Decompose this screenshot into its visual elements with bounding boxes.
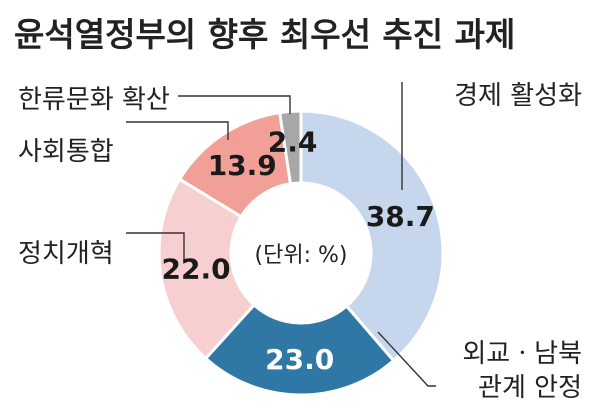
value-labels: 38.7 23.0 22.0 13.92.4: [162, 125, 435, 376]
chart-title: 윤석열정부의 향후 최우선 추진 과제: [14, 15, 515, 54]
category-label-외교ㆍ남북-관계-안정-1: 외교ㆍ남북: [462, 339, 582, 369]
value-label-경제-활성화: 38.7: [366, 200, 435, 233]
slice-한류문화-확산: [277, 109, 303, 186]
category-label-정치개혁: 정치개혁: [18, 239, 114, 269]
value-label-외교ㆍ남북-관계-안정: 23.0: [265, 343, 334, 376]
donut-slices: [157, 109, 445, 397]
category-label-한류문화-확산: 한류문화 확산: [18, 85, 170, 115]
category-label-외교ㆍ남북-관계-안정-2: 관계 안정: [478, 373, 582, 403]
unit-note: (단위: %): [255, 243, 348, 268]
value-label-사회통합: 13.9: [208, 149, 277, 182]
slice-외교ㆍ남북-관계-안정: [203, 302, 396, 397]
slice-정치개혁: [157, 177, 257, 361]
slice-경제-활성화: [299, 109, 445, 363]
leader-line-외교ㆍ남북-관계-안정: [377, 331, 436, 387]
category-label-사회통합: 사회통합: [18, 137, 114, 167]
value-label-한류문화-확산: 2.4: [268, 125, 318, 158]
category-label-경제-활성화: 경제 활성화: [454, 81, 582, 111]
leader-line-사회통합: [126, 121, 229, 140]
value-label-정치개혁: 22.0: [162, 252, 231, 285]
leader-line-한류문화-확산: [178, 95, 291, 114]
leader-lines: [126, 82, 436, 387]
leader-line-정치개혁: [126, 232, 185, 262]
